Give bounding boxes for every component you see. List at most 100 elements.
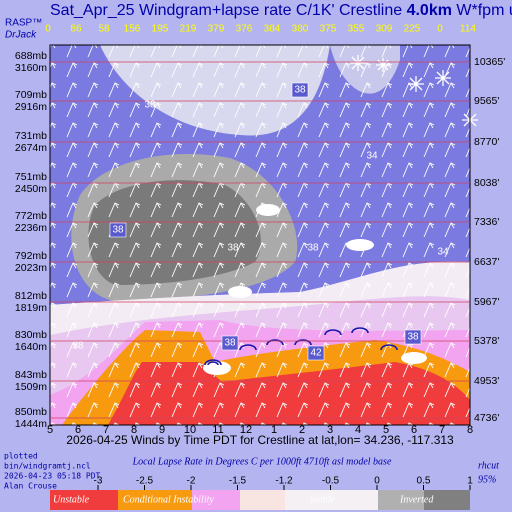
footer-text: bin/windgramtj.ncl — [4, 462, 91, 471]
contour-label: 38 — [294, 85, 306, 96]
altitude-label: 2916m — [15, 101, 47, 113]
colorbar-tick-label: -0.5 — [322, 476, 340, 487]
snowflake — [408, 76, 424, 92]
x-tick-label: 6 — [75, 424, 81, 436]
thermal-icon — [294, 339, 312, 346]
contour-label-box — [109, 222, 127, 238]
x-tick-label: 7 — [103, 424, 109, 436]
colorbar-segment — [240, 490, 285, 510]
colorbar-segment — [424, 490, 470, 510]
pressure-label: 792mb — [15, 250, 47, 262]
plot-area — [49, 44, 478, 426]
cloud-icon — [346, 239, 374, 251]
x-tick-label: 5 — [383, 424, 389, 436]
x-tick-label: 6 — [411, 424, 417, 436]
pressure-label: 843mb — [15, 369, 47, 381]
pressure-label: 830mb — [15, 329, 47, 341]
colorbar-segment — [378, 490, 424, 510]
pressure-label: 850mb — [15, 406, 47, 418]
cloud-icon — [228, 286, 252, 298]
pressure-label: 688mb — [15, 50, 47, 62]
x-tick-label: 1 — [271, 424, 277, 436]
contour-label-box — [307, 345, 325, 361]
w-star-value: 309 — [376, 24, 393, 35]
w-star-value: 156 — [124, 24, 141, 35]
footer-text: Alan Crouse — [4, 482, 57, 491]
x-tick-label: 11 — [212, 424, 223, 436]
colorbar-tick-label: 1 — [467, 476, 473, 487]
contour-label: 38 — [224, 338, 236, 349]
right-altitude-label: 8038' — [474, 177, 499, 189]
brand: DrJack — [5, 30, 37, 41]
contour-label: 38 — [407, 332, 419, 343]
plot-border — [49, 44, 471, 426]
thermal-icon — [239, 344, 257, 351]
altitude-label: 1640m — [15, 341, 47, 353]
w-star-value: 355 — [348, 24, 365, 35]
right-altitude-label: 6637' — [474, 256, 499, 268]
colorbar-segment — [285, 490, 378, 510]
clouds — [203, 204, 427, 375]
contour-label-box — [291, 82, 309, 98]
right-altitude-label: 10365' — [474, 56, 505, 68]
colorbar-segment — [50, 490, 118, 510]
x-tick-label: 5 — [47, 424, 53, 436]
right-altitude-label: 4953' — [474, 375, 499, 387]
right-altitude-label: 5378' — [474, 335, 499, 347]
contour-label: 38 — [227, 243, 239, 254]
contour-label: 34 — [437, 247, 449, 258]
contour-label: 38 — [307, 243, 319, 254]
thermal-icon — [351, 327, 369, 334]
footer-text: plotted — [4, 452, 38, 461]
altitude-label: 2450m — [15, 183, 47, 195]
w-star-value: 376 — [236, 24, 253, 35]
cloud-icon — [256, 204, 280, 216]
contour-label: 38 — [112, 225, 124, 236]
x-axis-title: 2026-04-25 Winds by Time PDT for Crestli… — [66, 433, 454, 447]
altitude-label: 2236m — [15, 222, 47, 234]
contour-label: 38 — [144, 100, 156, 111]
thermal-icon — [204, 359, 222, 366]
contour-label: 38 — [72, 341, 84, 352]
contour-label: 42 — [310, 348, 322, 359]
brand: RASP™ — [5, 18, 42, 29]
contour-label-box — [404, 329, 422, 345]
w-star-value: 86 — [70, 24, 82, 35]
altitude-label: 1444m — [15, 418, 47, 430]
cloud-icon — [203, 361, 231, 375]
right-altitude-label: 7336' — [474, 216, 499, 228]
rh-label: rhcut — [478, 460, 499, 471]
cloud-icon — [401, 352, 427, 364]
x-tick-label: 7 — [439, 424, 445, 436]
colorbar-tick-label: -1.5 — [229, 476, 247, 487]
x-tick-label: 3 — [327, 424, 333, 436]
altitude-label: 3160m — [15, 62, 47, 74]
thermal-icon — [380, 344, 398, 351]
x-tick-label: 8 — [467, 424, 473, 436]
w-star-value: 379 — [208, 24, 225, 35]
colorbar-tick-label: -3 — [94, 476, 103, 487]
w-star-value: 0 — [437, 24, 443, 35]
title: Sat_Apr_25 Windgram+lapse rate C/1K' Cre… — [50, 2, 512, 19]
colorbar-segment — [118, 490, 192, 510]
x-tick-label: 10 — [184, 424, 196, 436]
x-tick-label: 12 — [240, 424, 252, 436]
x-tick-label: 9 — [159, 424, 165, 436]
colorbar-label: Unstable — [53, 494, 90, 505]
right-altitude-label: 8770' — [474, 136, 499, 148]
w-star-value: 58 — [98, 24, 110, 35]
thermal-icons — [204, 327, 398, 366]
altitude-label: 1819m — [15, 302, 47, 314]
pressure-label: 751mb — [15, 171, 47, 183]
colorbar-tick-label: -1.2 — [275, 476, 293, 487]
w-star-value: 384 — [264, 24, 281, 35]
x-tick-label: 4 — [355, 424, 361, 436]
contour-label: 34 — [366, 151, 378, 162]
colorbar-tick-label: -2.5 — [136, 476, 154, 487]
colorbar-label: Stable — [310, 494, 336, 505]
w-star-value: 195 — [152, 24, 169, 35]
w-star-value: 380 — [292, 24, 309, 35]
altitude-label: 2674m — [15, 142, 47, 154]
w-star-value: 0 — [45, 24, 51, 35]
